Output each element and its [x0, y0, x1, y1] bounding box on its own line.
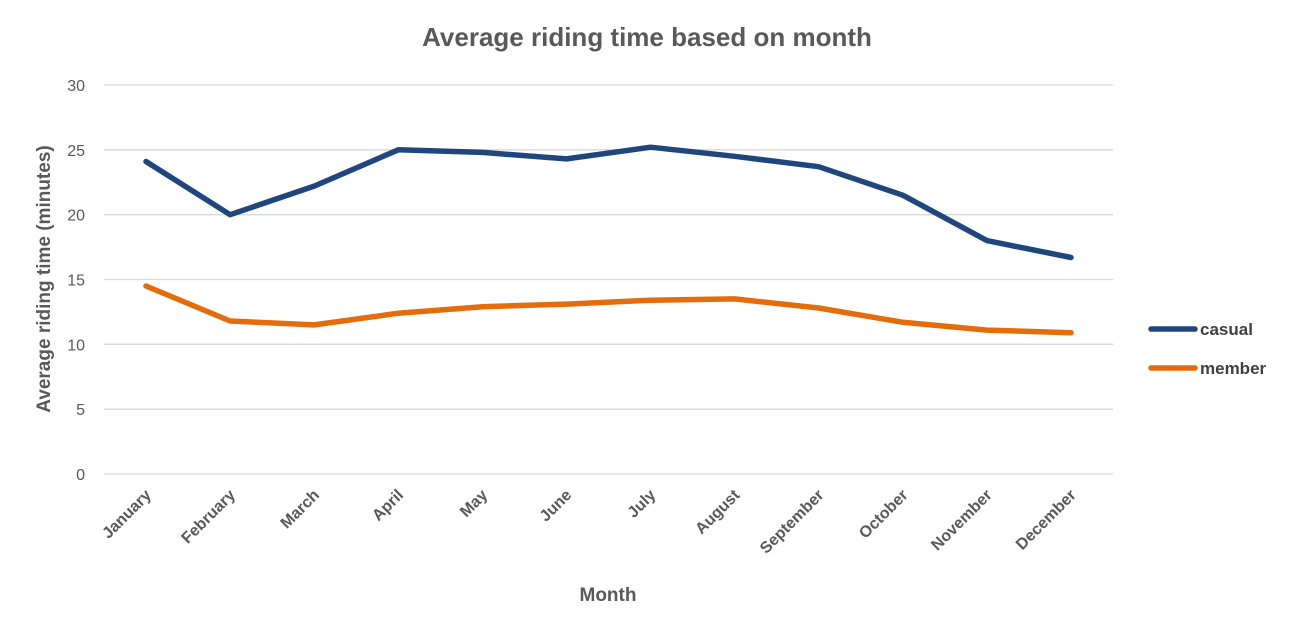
series-lines — [143, 144, 1074, 336]
y-tick-label: 10 — [67, 337, 85, 354]
series-line-member — [143, 283, 1074, 336]
legend-label-casual: casual — [1200, 320, 1253, 339]
legend: casual member — [1148, 320, 1267, 378]
y-tick-label: 30 — [67, 78, 85, 95]
x-tick-label-january: January — [99, 487, 154, 542]
y-tick-label: 25 — [67, 143, 85, 160]
x-tick-label-february: February — [179, 487, 240, 548]
x-tick-label-october: October — [856, 487, 911, 542]
legend-label-member: member — [1200, 359, 1267, 378]
y-tick-label: 20 — [67, 208, 85, 225]
y-axis-ticks: 0 5 10 15 20 25 30 — [67, 78, 85, 484]
x-tick-label-september: September — [757, 487, 828, 558]
x-tick-label-may: May — [457, 487, 491, 521]
y-tick-label: 5 — [76, 402, 85, 419]
y-tick-label: 0 — [76, 467, 85, 484]
x-tick-label-june: June — [537, 487, 575, 525]
x-axis-title: Month — [580, 585, 637, 606]
x-tick-label-december: December — [1013, 487, 1080, 554]
x-tick-label-march: March — [278, 487, 323, 532]
x-tick-label-july: July — [625, 487, 660, 522]
gridlines — [104, 84, 1113, 475]
x-tick-label-august: August — [692, 486, 743, 537]
y-tick-label: 15 — [67, 273, 85, 290]
y-axis-title: Average riding time (minutes) — [34, 145, 55, 412]
x-axis-ticks: January February March April May June July Augu… — [99, 486, 1079, 557]
x-tick-label-april: April — [369, 487, 407, 525]
series-line-casual — [143, 144, 1074, 261]
x-tick-label-november: November — [928, 487, 995, 554]
chart-title: Average riding time based on month — [422, 22, 872, 52]
